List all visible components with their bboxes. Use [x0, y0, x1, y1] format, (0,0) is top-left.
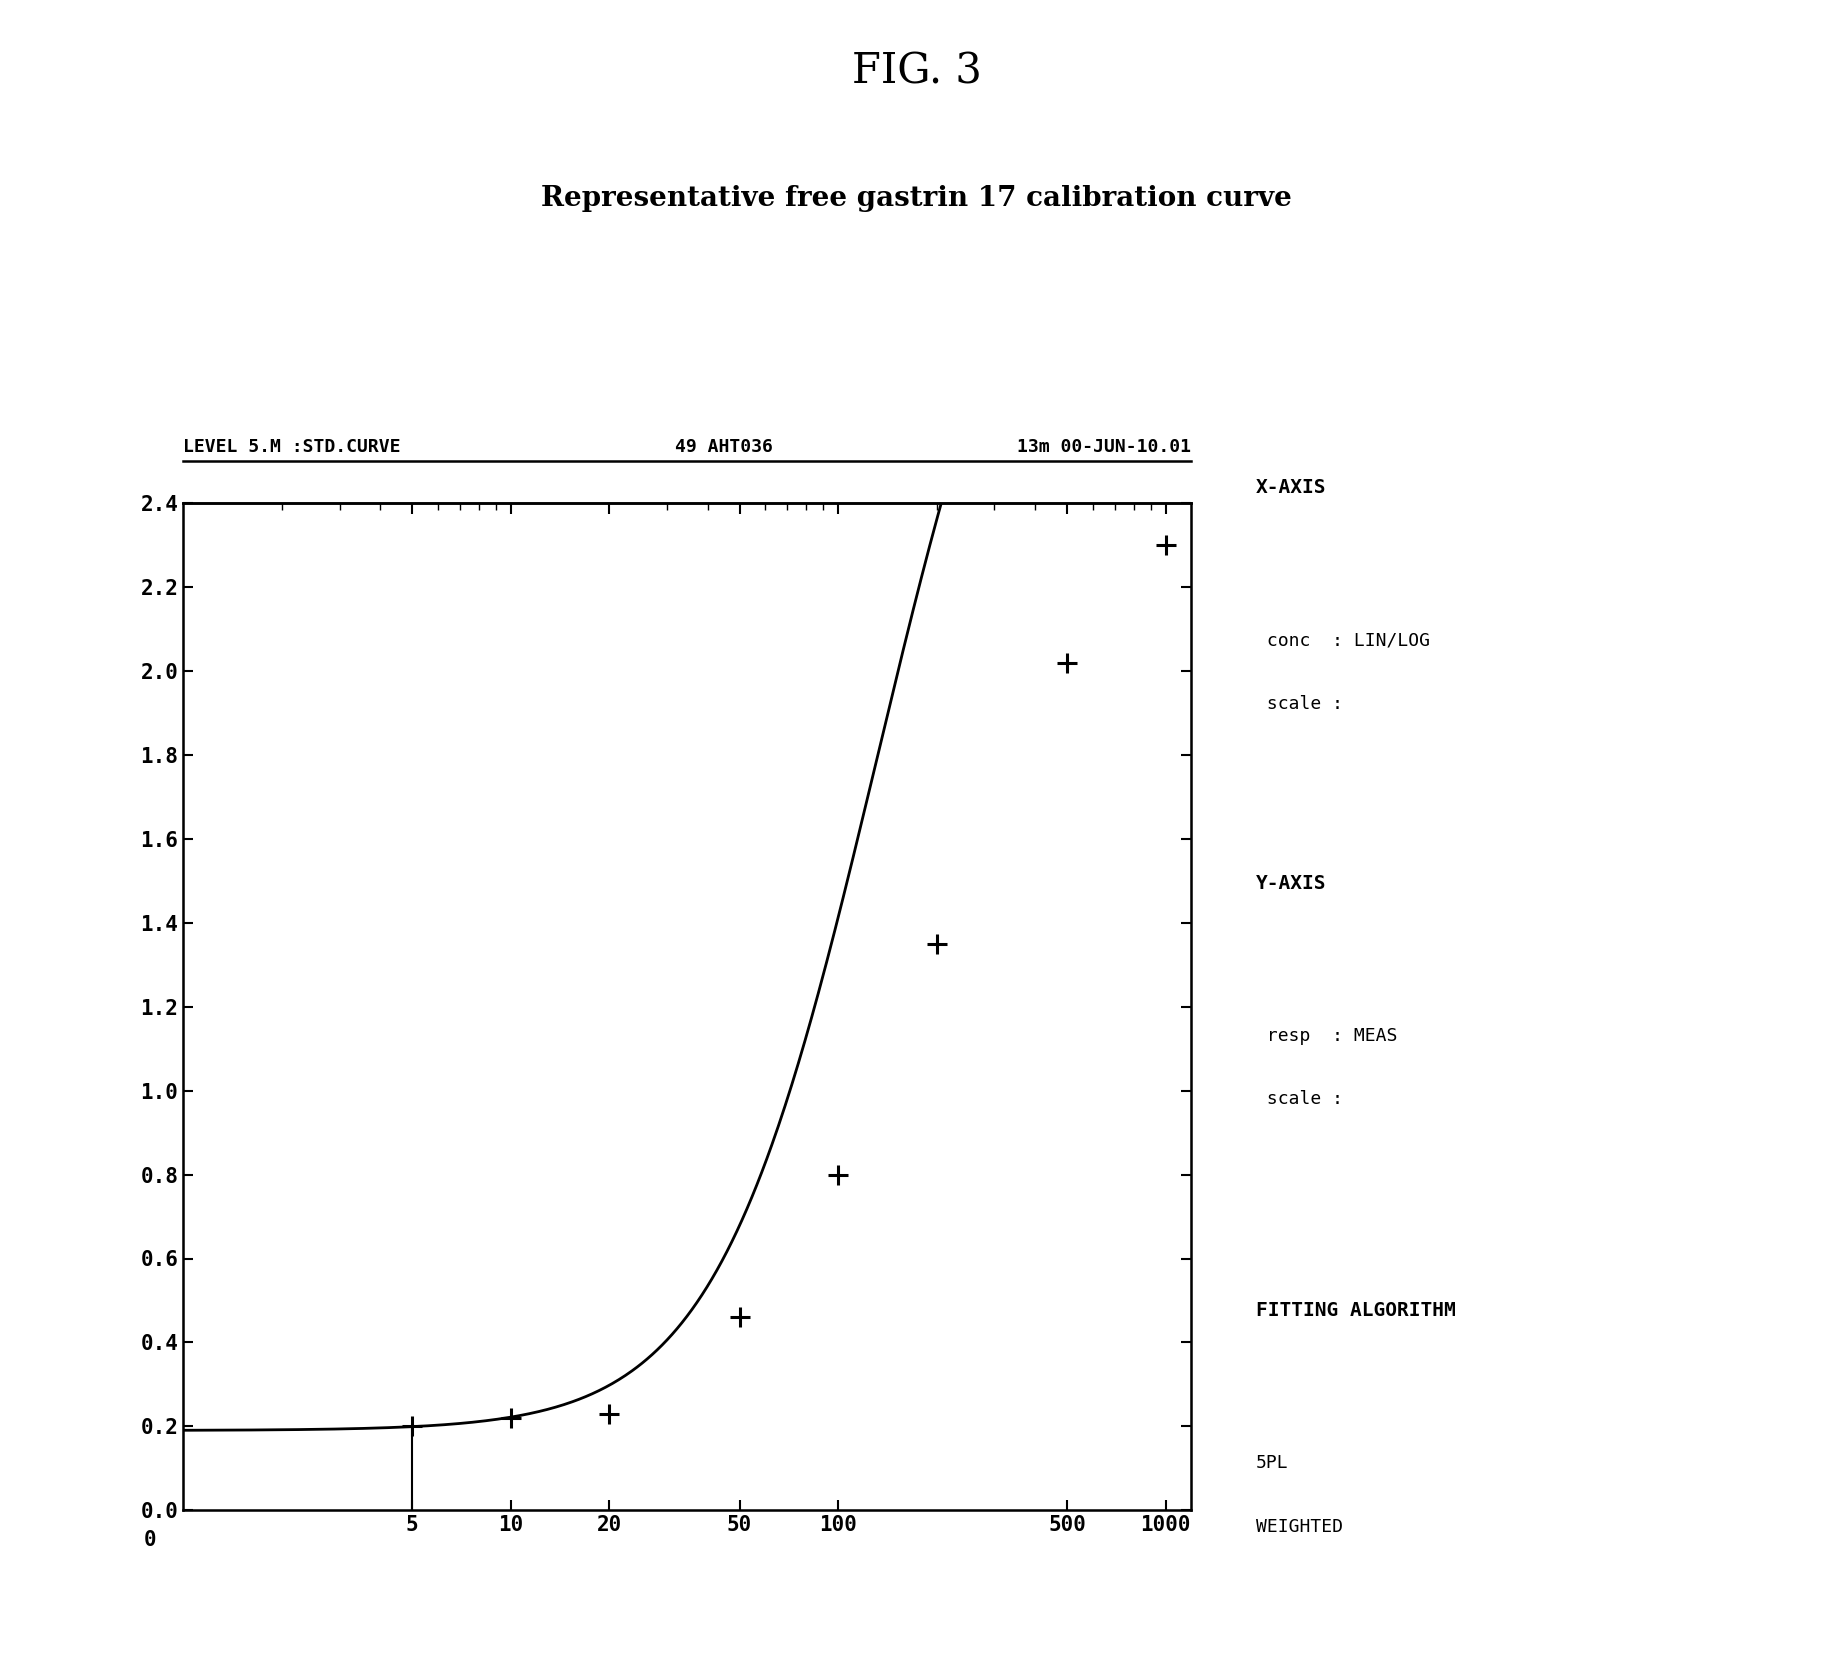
Text: scale :: scale : [1255, 695, 1341, 713]
Text: conc  : LIN/LOG: conc : LIN/LOG [1255, 631, 1429, 649]
Text: 49 AHT036: 49 AHT036 [674, 438, 773, 456]
Text: X-AXIS: X-AXIS [1255, 478, 1325, 497]
Text: FIG. 3: FIG. 3 [852, 50, 980, 92]
Text: scale :: scale : [1255, 1091, 1341, 1109]
Text: LEVEL 5.M :STD.CURVE: LEVEL 5.M :STD.CURVE [183, 438, 401, 456]
Text: FITTING ALGORITHM: FITTING ALGORITHM [1255, 1300, 1455, 1321]
Text: 5PL: 5PL [1255, 1453, 1288, 1472]
Text: 0: 0 [145, 1530, 156, 1550]
Text: Representative free gastrin 17 calibration curve: Representative free gastrin 17 calibrati… [540, 185, 1292, 211]
Text: Y-AXIS: Y-AXIS [1255, 874, 1325, 893]
Text: 13m 00-JUN-10.01: 13m 00-JUN-10.01 [1017, 438, 1191, 456]
Text: resp  : MEAS: resp : MEAS [1255, 1027, 1396, 1045]
Text: WEIGHTED: WEIGHTED [1255, 1517, 1341, 1535]
